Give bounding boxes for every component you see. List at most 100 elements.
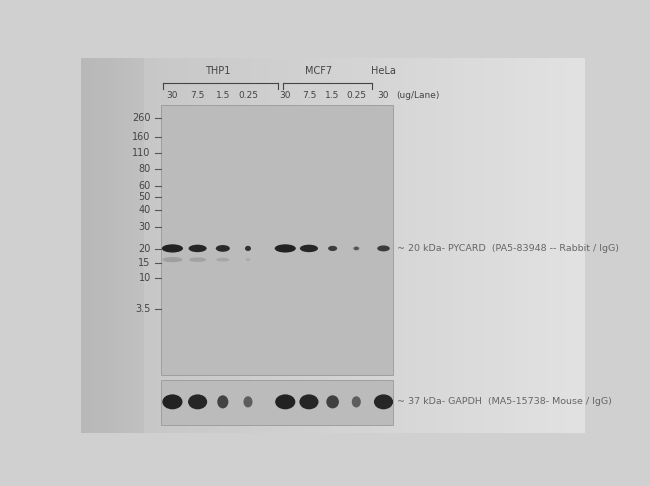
Bar: [534, 58, 541, 433]
Bar: [239, 58, 245, 433]
Bar: [81, 58, 88, 433]
Bar: [339, 58, 346, 433]
Bar: [163, 58, 170, 433]
Bar: [131, 58, 138, 433]
Bar: [233, 58, 239, 433]
Bar: [365, 58, 371, 433]
Ellipse shape: [354, 246, 359, 250]
Text: 40: 40: [138, 205, 151, 215]
Text: 1.5: 1.5: [326, 91, 340, 100]
Ellipse shape: [377, 245, 390, 251]
Text: 160: 160: [133, 132, 151, 142]
Bar: [107, 58, 112, 433]
Bar: [541, 58, 547, 433]
Bar: [302, 58, 308, 433]
Ellipse shape: [328, 246, 337, 251]
Bar: [161, 380, 393, 425]
Bar: [151, 58, 157, 433]
Bar: [371, 58, 377, 433]
Bar: [554, 58, 560, 433]
Bar: [320, 58, 327, 433]
Ellipse shape: [216, 258, 229, 261]
Bar: [213, 58, 220, 433]
Bar: [201, 58, 207, 433]
Bar: [264, 58, 270, 433]
Ellipse shape: [275, 394, 295, 409]
Bar: [100, 58, 107, 433]
Ellipse shape: [300, 244, 318, 252]
Bar: [396, 58, 402, 433]
Text: 0.25: 0.25: [238, 91, 258, 100]
Ellipse shape: [326, 395, 339, 408]
Bar: [314, 58, 320, 433]
Bar: [547, 58, 554, 433]
Text: 20: 20: [138, 244, 151, 254]
Bar: [491, 58, 497, 433]
Ellipse shape: [245, 246, 251, 251]
Ellipse shape: [352, 246, 360, 250]
Bar: [415, 58, 421, 433]
Bar: [440, 58, 447, 433]
Bar: [453, 58, 459, 433]
Text: 30: 30: [280, 91, 291, 100]
Bar: [176, 58, 182, 433]
Text: 50: 50: [138, 192, 151, 202]
Bar: [276, 58, 283, 433]
Ellipse shape: [162, 244, 183, 253]
Bar: [257, 58, 264, 433]
Bar: [459, 58, 465, 433]
Bar: [270, 58, 276, 433]
Bar: [428, 58, 434, 433]
Bar: [252, 58, 257, 433]
Bar: [560, 58, 566, 433]
Ellipse shape: [217, 395, 228, 408]
Bar: [421, 58, 428, 433]
Text: ~ 20 kDa- PYCARD  (PA5-83948 -- Rabbit / IgG): ~ 20 kDa- PYCARD (PA5-83948 -- Rabbit / …: [396, 244, 619, 253]
Text: 10: 10: [138, 273, 151, 283]
Ellipse shape: [246, 258, 250, 261]
Ellipse shape: [275, 244, 296, 253]
Bar: [283, 58, 289, 433]
Bar: [384, 58, 390, 433]
Bar: [170, 58, 176, 433]
Ellipse shape: [300, 394, 318, 409]
Bar: [333, 58, 339, 433]
Bar: [434, 58, 440, 433]
Bar: [295, 58, 302, 433]
Bar: [528, 58, 534, 433]
Bar: [157, 58, 163, 433]
Text: 7.5: 7.5: [302, 91, 316, 100]
Bar: [409, 58, 415, 433]
Text: 110: 110: [133, 148, 151, 157]
Text: MCF7: MCF7: [306, 66, 333, 76]
Bar: [144, 58, 151, 433]
Text: 15: 15: [138, 258, 151, 268]
Ellipse shape: [374, 394, 393, 409]
Bar: [346, 58, 352, 433]
Bar: [161, 105, 393, 375]
Bar: [478, 58, 484, 433]
Text: (ug/Lane): (ug/Lane): [396, 91, 439, 100]
Bar: [510, 58, 515, 433]
Text: 30: 30: [378, 91, 389, 100]
Ellipse shape: [188, 394, 207, 409]
Bar: [94, 58, 100, 433]
Ellipse shape: [352, 396, 361, 407]
Bar: [289, 58, 295, 433]
Text: 30: 30: [138, 223, 151, 232]
Bar: [465, 58, 472, 433]
Bar: [327, 58, 333, 433]
Text: HeLa: HeLa: [371, 66, 396, 76]
Text: 0.25: 0.25: [346, 91, 367, 100]
Bar: [566, 58, 573, 433]
Bar: [188, 58, 194, 433]
Bar: [88, 58, 94, 433]
Text: 1.5: 1.5: [216, 91, 230, 100]
Text: 60: 60: [138, 181, 151, 191]
Text: ~ 37 kDa- GAPDH  (MA5-15738- Mouse / IgG): ~ 37 kDa- GAPDH (MA5-15738- Mouse / IgG): [396, 398, 612, 406]
Text: 30: 30: [166, 91, 178, 100]
Bar: [497, 58, 503, 433]
Bar: [352, 58, 358, 433]
Bar: [377, 58, 384, 433]
Bar: [119, 58, 125, 433]
